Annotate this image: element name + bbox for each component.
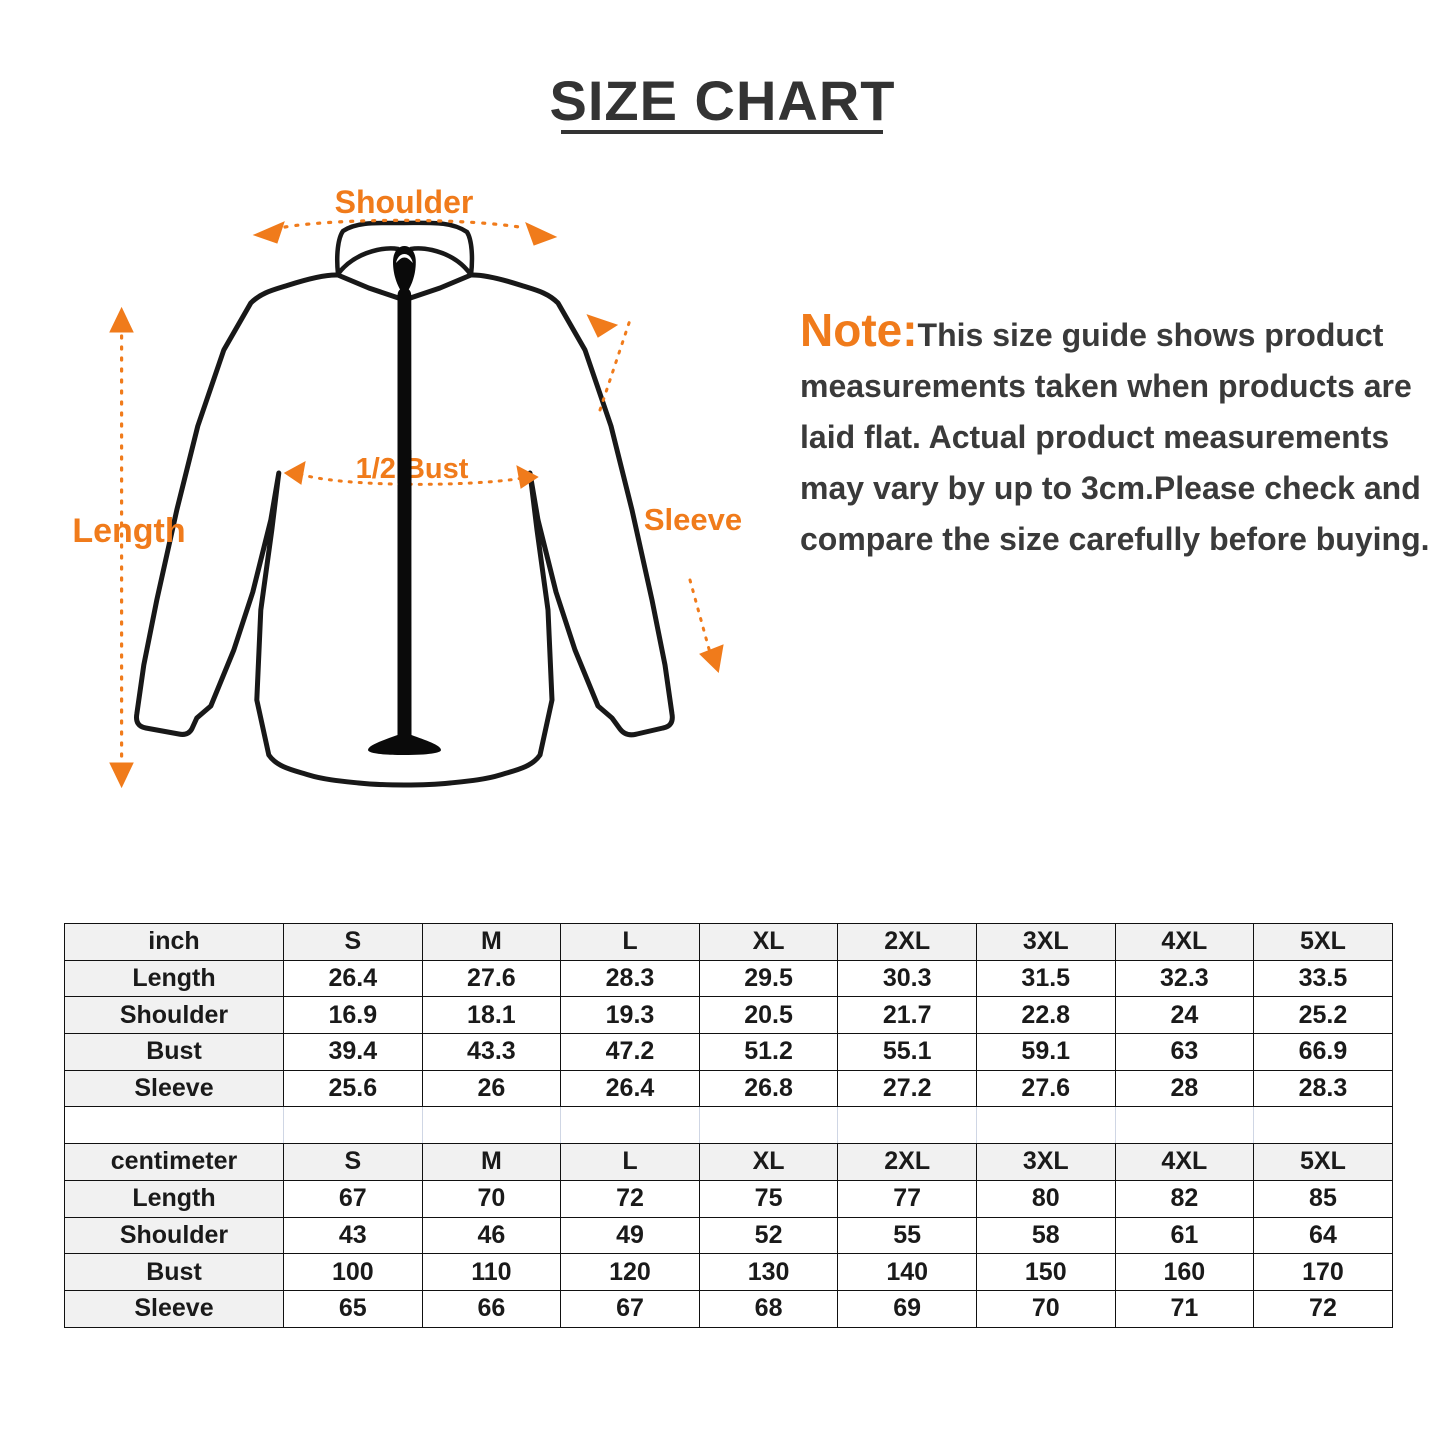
svg-text:Length: Length (72, 512, 185, 550)
svg-text:1/2 Bust: 1/2 Bust (356, 453, 469, 485)
svg-text:Shoulder: Shoulder (335, 184, 474, 220)
svg-text:Sleeve: Sleeve (644, 502, 742, 537)
